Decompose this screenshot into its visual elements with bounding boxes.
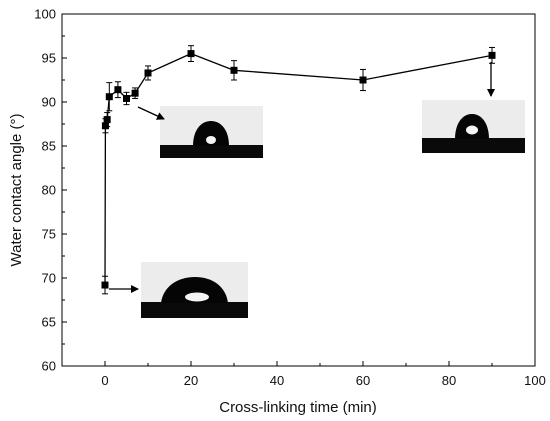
x-tick-label: 0 bbox=[101, 373, 108, 388]
data-point bbox=[187, 50, 195, 58]
plot-frame bbox=[61, 13, 536, 367]
x-tick-label: 40 bbox=[270, 373, 284, 388]
x-tick-label: 20 bbox=[184, 373, 198, 388]
arrow-to-inset-5min bbox=[137, 106, 165, 120]
data-markers bbox=[101, 50, 496, 289]
x-tick-label: 100 bbox=[524, 373, 546, 388]
data-point bbox=[488, 51, 496, 59]
y-tick-label: 65 bbox=[42, 315, 56, 330]
data-point bbox=[101, 122, 109, 130]
data-point bbox=[103, 116, 111, 124]
x-tick-label: 60 bbox=[356, 373, 370, 388]
y-tick-label: 85 bbox=[42, 139, 56, 154]
data-point bbox=[144, 69, 152, 77]
error-bars bbox=[102, 45, 495, 295]
y-tick-label: 90 bbox=[42, 95, 56, 110]
droplet-inset-0min bbox=[141, 262, 248, 318]
droplet-inset-90min bbox=[422, 100, 525, 153]
data-point bbox=[105, 93, 113, 101]
y-tick-label: 60 bbox=[42, 359, 56, 374]
data-point bbox=[359, 76, 367, 84]
data-point bbox=[131, 89, 139, 97]
y-tick-label: 70 bbox=[42, 271, 56, 286]
y-axis-label: Water contact angle (°) bbox=[8, 113, 25, 266]
data-point bbox=[114, 86, 122, 94]
y-axis: 60 65 70 75 80 85 90 95 100 bbox=[34, 7, 67, 374]
y-tick-label: 100 bbox=[34, 7, 56, 22]
series-polyline bbox=[104, 52, 493, 286]
y-tick-label: 95 bbox=[42, 51, 56, 66]
y-tick-label: 80 bbox=[42, 183, 56, 198]
x-tick-label: 80 bbox=[442, 373, 456, 388]
data-point bbox=[101, 281, 109, 289]
droplet-inset-5min bbox=[160, 106, 263, 158]
y-tick-label: 75 bbox=[42, 227, 56, 242]
series-line bbox=[104, 52, 493, 286]
x-axis: 0 20 40 60 80 100 bbox=[61, 361, 546, 388]
x-axis-label: Cross-linking time (min) bbox=[219, 399, 377, 416]
data-point bbox=[123, 94, 130, 102]
data-point bbox=[230, 66, 238, 74]
